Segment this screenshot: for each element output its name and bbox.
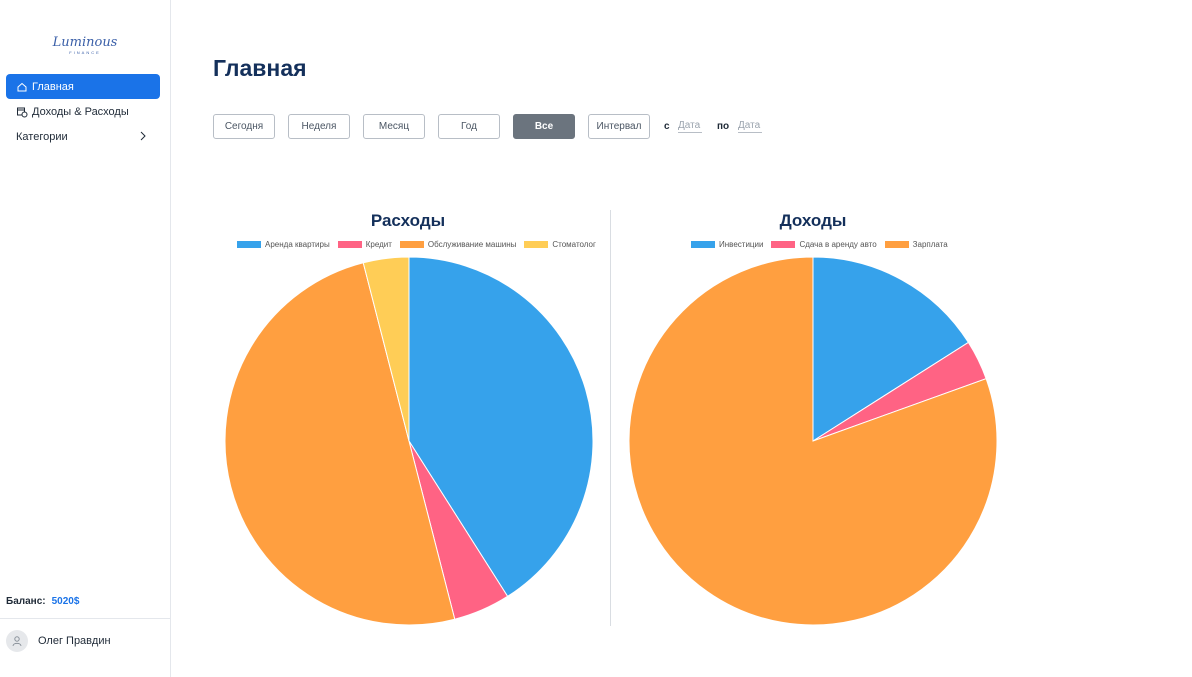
legend-label: Сдача в аренду авто: [799, 240, 877, 249]
avatar[interactable]: [6, 630, 28, 652]
legend-label: Аренда квартиры: [265, 240, 330, 249]
legend-swatch: [237, 241, 261, 248]
pie-slice-аренда-квартиры[interactable]: [408, 256, 594, 598]
legend-item[interactable]: Инвестиции: [691, 240, 763, 249]
date-to-input[interactable]: [738, 120, 762, 133]
legend-item[interactable]: Стоматолог: [524, 240, 596, 249]
filter-month-button[interactable]: Месяц: [363, 114, 425, 139]
filter-interval-button[interactable]: Интервал: [588, 114, 650, 139]
legend-item[interactable]: Сдача в аренду авто: [771, 240, 877, 249]
calendar-money-icon: [16, 106, 28, 118]
pie-slice-обслуживание-машины[interactable]: [224, 262, 456, 626]
legend-item[interactable]: Кредит: [337, 240, 392, 249]
legend-label: Обслуживание машины: [427, 240, 517, 249]
nav-item-categories-label: Категории: [16, 130, 68, 143]
user-name: Олег Правдин: [38, 635, 111, 647]
nav-item-home[interactable]: Главная: [6, 74, 160, 99]
pie-slice-инвестиции[interactable]: [812, 256, 970, 442]
nav-item-income-expenses[interactable]: Доходы & Расходы: [6, 99, 160, 124]
legend-label: Стоматолог: [552, 240, 596, 249]
legend-item[interactable]: Зарплата: [884, 240, 948, 249]
svg-text:FINANCE: FINANCE: [69, 50, 101, 55]
legend-label: Зарплата: [912, 240, 948, 249]
pie-slice-зарплата[interactable]: [628, 256, 998, 626]
income-chart-title: Доходы: [779, 211, 847, 230]
filter-year-button[interactable]: Год: [438, 114, 500, 139]
legend-swatch: [524, 241, 549, 248]
filter-all-button[interactable]: Все: [513, 114, 575, 139]
legend-item[interactable]: Аренда квартиры: [237, 240, 330, 249]
balance: Баланс: 5020$: [6, 596, 79, 607]
svg-text:Luminous: Luminous: [52, 35, 118, 50]
pie-slice-стоматолог[interactable]: [362, 256, 410, 442]
sidebar: Luminous FINANCE Главная Доходы & Расход…: [0, 0, 171, 677]
user-profile[interactable]: Олег Правдин: [6, 630, 111, 652]
balance-value: 5020$: [51, 596, 80, 607]
date-to-label: по: [717, 121, 730, 132]
legend-swatch: [399, 241, 424, 248]
page-title: Главная: [213, 55, 307, 81]
nav-item-income-expenses-label: Доходы & Расходы: [32, 105, 129, 118]
expenses-legend: Аренда квартиры Кредит Обслуживание машины…: [237, 240, 604, 249]
income-pie-chart: [628, 256, 998, 626]
date-from-label: с: [664, 121, 670, 132]
chevron-right-icon: [140, 131, 146, 141]
expenses-pie-chart: [224, 256, 594, 626]
legend-swatch: [691, 241, 715, 248]
legend-item[interactable]: Обслуживание машины: [399, 240, 517, 249]
legend-swatch: [771, 241, 796, 248]
legend-swatch: [337, 241, 362, 248]
user-icon: [12, 636, 22, 647]
legend-label: Инвестиции: [719, 240, 764, 249]
legend-swatch: [884, 241, 909, 248]
date-from-input[interactable]: [678, 120, 702, 133]
chart-divider: [610, 210, 611, 626]
nav-item-categories[interactable]: Категории: [6, 124, 160, 149]
home-icon: [16, 81, 28, 93]
filter-week-button[interactable]: Неделя: [288, 114, 350, 139]
expenses-chart-title: Расходы: [370, 211, 446, 230]
legend-label: Кредит: [365, 240, 392, 249]
nav-item-home-label: Главная: [32, 80, 74, 93]
balance-label: Баланс:: [6, 596, 46, 607]
sidebar-divider: [0, 618, 170, 619]
filter-today-button[interactable]: Сегодня: [213, 114, 275, 139]
app-logo[interactable]: Luminous FINANCE: [50, 30, 120, 58]
income-legend: Инвестиции Сдача в аренду авто Зарплата: [691, 240, 956, 249]
